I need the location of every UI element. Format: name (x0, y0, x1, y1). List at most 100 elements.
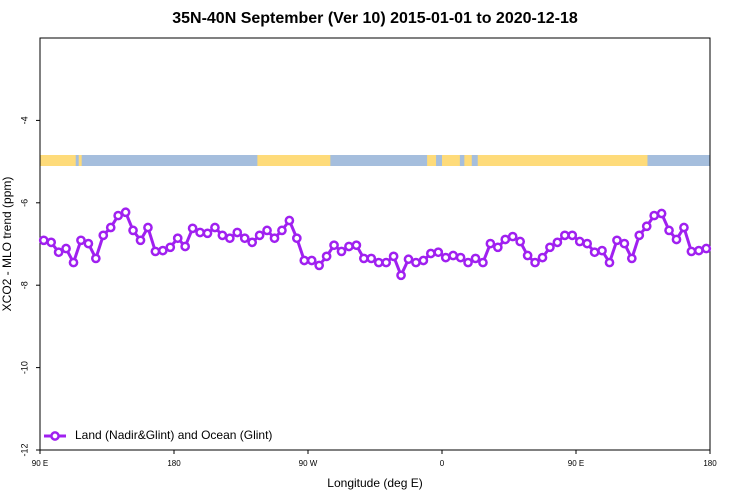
point (418, 255, 429, 266)
point (68, 257, 79, 268)
point (396, 270, 406, 281)
x-tick-label: 0 (440, 459, 445, 468)
point (157, 245, 168, 256)
y-tick-label: -8 (19, 281, 29, 289)
point (306, 255, 317, 266)
point (202, 228, 213, 239)
point (433, 247, 444, 258)
point (195, 227, 205, 238)
point (671, 234, 682, 245)
point (373, 257, 384, 268)
point (172, 233, 183, 244)
point (254, 230, 265, 241)
y-tick-label: -12 (19, 443, 29, 456)
x-tick-label: 90 W (299, 459, 318, 468)
point (224, 233, 235, 244)
point (46, 237, 57, 248)
point (366, 253, 377, 264)
point (135, 235, 146, 246)
point (239, 233, 250, 244)
point (90, 253, 101, 264)
point (612, 235, 622, 246)
point (492, 242, 503, 253)
point (522, 250, 533, 261)
point (440, 252, 451, 263)
point (336, 246, 347, 257)
point (113, 210, 124, 221)
point (128, 225, 138, 236)
point (604, 257, 615, 268)
point (411, 257, 421, 268)
point (649, 210, 660, 221)
point (686, 246, 697, 257)
point (291, 233, 302, 244)
point (478, 257, 488, 268)
point (619, 238, 630, 249)
land-segment (477, 155, 648, 166)
point (143, 222, 153, 233)
point (284, 215, 295, 226)
point (187, 223, 198, 234)
point (574, 236, 585, 247)
point (53, 247, 64, 258)
y-axis-label: XCO2 - MLO trend (ppm) (0, 177, 14, 312)
land-segment (257, 155, 331, 166)
point (217, 230, 228, 241)
point (61, 243, 71, 254)
point (388, 251, 399, 262)
point (165, 242, 176, 253)
point (693, 245, 704, 256)
point (567, 230, 578, 241)
point (589, 247, 600, 258)
point (403, 254, 414, 265)
point (150, 246, 161, 257)
x-tick-label: 90 E (32, 459, 48, 468)
point (180, 241, 191, 252)
point (626, 253, 637, 264)
point (664, 225, 674, 236)
land-segment (464, 155, 472, 166)
x-tick-label: 90 E (568, 459, 584, 468)
point (247, 237, 258, 248)
point (351, 240, 362, 251)
point (76, 235, 86, 246)
point (537, 252, 548, 263)
point (38, 235, 49, 246)
point (262, 225, 272, 236)
point (321, 251, 332, 262)
point (329, 240, 339, 251)
point (463, 257, 473, 268)
point (515, 236, 526, 247)
land-segment (40, 155, 76, 166)
x-axis-label: Longitude (deg E) (327, 476, 422, 490)
y-tick-label: -10 (19, 361, 29, 374)
point (597, 245, 607, 256)
point (500, 234, 511, 245)
point (701, 243, 712, 254)
point (559, 230, 570, 241)
point (358, 253, 369, 264)
land-segment (78, 155, 82, 166)
x-tick-label: 180 (167, 459, 181, 468)
y-tick-label: -6 (19, 199, 29, 207)
point (277, 225, 287, 236)
point (381, 257, 392, 268)
point (634, 230, 645, 241)
point (485, 238, 496, 249)
legend-label: Land (Nadir&Glint) and Ocean (Glint) (75, 428, 272, 442)
point (314, 260, 325, 271)
point (679, 222, 689, 233)
chart-title: 35N-40N September (Ver 10) 2015-01-01 to… (172, 10, 578, 27)
plot-frame (39, 37, 711, 451)
point (269, 233, 280, 244)
point (299, 255, 310, 266)
point (530, 257, 540, 268)
point (83, 238, 94, 249)
point (507, 231, 518, 242)
point (210, 222, 220, 233)
point (448, 250, 459, 261)
point (545, 242, 555, 253)
point (582, 238, 593, 249)
point (425, 248, 436, 259)
